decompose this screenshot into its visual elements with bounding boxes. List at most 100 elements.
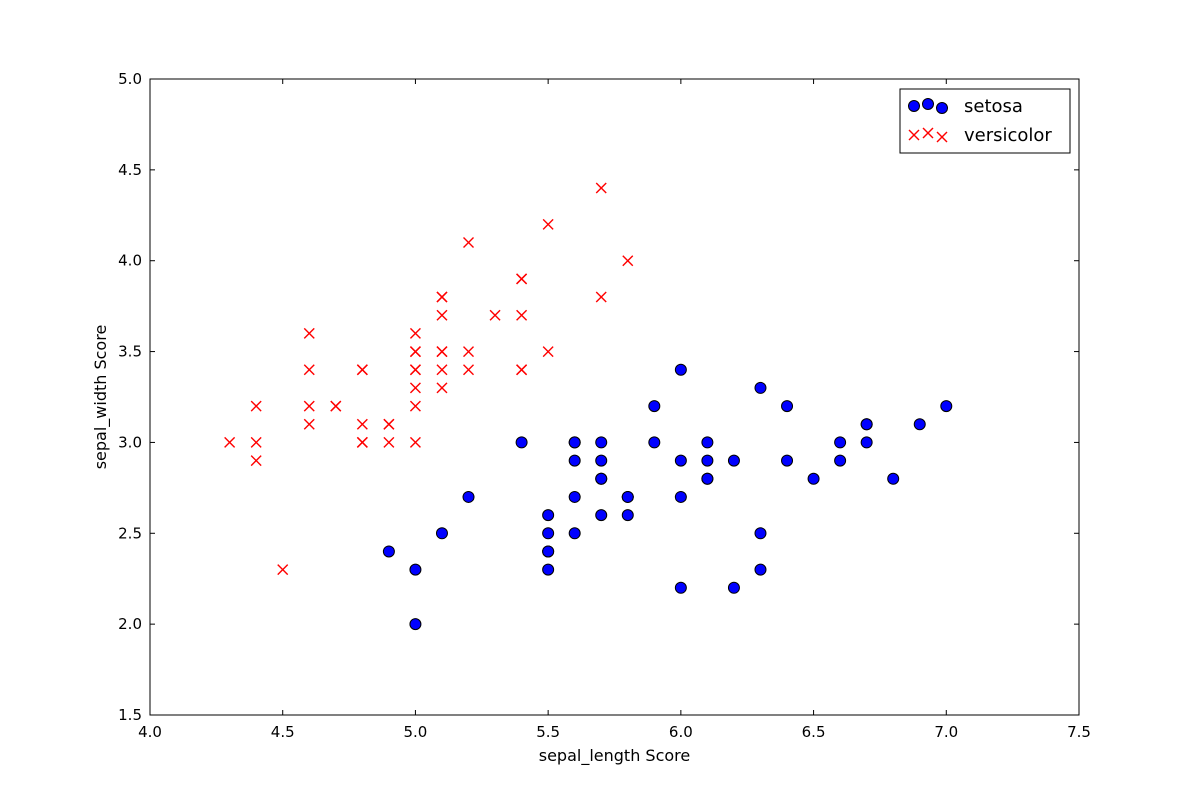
- point-setosa: [621, 509, 634, 522]
- point-setosa: [621, 490, 634, 503]
- y-tick-label: 3.5: [118, 343, 142, 361]
- point-setosa: [382, 545, 395, 558]
- point-setosa: [409, 563, 422, 576]
- x-tick-label: 6.5: [802, 723, 826, 741]
- point-setosa: [542, 509, 555, 522]
- point-versicolor: [250, 455, 262, 467]
- point-versicolor: [436, 364, 448, 376]
- point-versicolor: [356, 436, 368, 448]
- legend-label-setosa: setosa: [964, 96, 1023, 117]
- point-versicolor: [409, 346, 421, 358]
- point-setosa: [648, 436, 661, 449]
- point-setosa: [834, 454, 847, 467]
- point-setosa: [834, 436, 847, 449]
- point-setosa: [595, 454, 608, 467]
- x-tick-label: 4.5: [271, 723, 295, 741]
- point-versicolor: [463, 237, 475, 249]
- point-versicolor: [542, 218, 554, 230]
- point-setosa: [781, 400, 794, 413]
- point-versicolor: [516, 364, 528, 376]
- point-setosa: [701, 454, 714, 467]
- point-versicolor: [303, 364, 315, 376]
- point-versicolor: [383, 418, 395, 430]
- x-tick-label: 5.0: [403, 723, 427, 741]
- point-setosa: [701, 472, 714, 485]
- point-setosa: [701, 436, 714, 449]
- y-tick-label: 4.5: [118, 161, 142, 179]
- point-versicolor: [595, 291, 607, 303]
- point-versicolor: [436, 291, 448, 303]
- point-versicolor: [409, 327, 421, 339]
- point-setosa: [781, 454, 794, 467]
- y-tick-label: 3.0: [118, 433, 142, 451]
- point-versicolor: [330, 400, 342, 412]
- x-tick-label: 6.0: [669, 723, 693, 741]
- point-versicolor: [622, 255, 634, 267]
- y-tick-label: 2.0: [118, 615, 142, 633]
- point-versicolor: [595, 182, 607, 194]
- point-setosa: [887, 472, 900, 485]
- y-axis-ticks: 1.5 2.0 2.5 3.0 3.5 4.0 4.5 5.0: [118, 70, 1079, 724]
- point-versicolor: [436, 346, 448, 358]
- y-tick-label: 2.5: [118, 524, 142, 542]
- x-tick-label: 7.5: [1067, 723, 1091, 741]
- point-versicolor: [356, 418, 368, 430]
- legend-marker-setosa: [922, 98, 934, 110]
- point-setosa: [727, 581, 740, 594]
- point-setosa: [568, 490, 581, 503]
- point-versicolor: [463, 364, 475, 376]
- point-setosa: [727, 454, 740, 467]
- point-versicolor: [224, 436, 236, 448]
- point-versicolor: [409, 436, 421, 448]
- series-versicolor: [224, 182, 634, 576]
- point-versicolor: [277, 564, 289, 576]
- point-setosa: [568, 436, 581, 449]
- x-tick-label: 7.0: [934, 723, 958, 741]
- legend-marker-setosa: [908, 100, 920, 112]
- point-setosa: [568, 454, 581, 467]
- point-setosa: [913, 418, 926, 431]
- point-setosa: [542, 527, 555, 540]
- point-versicolor: [250, 400, 262, 412]
- legend-marker-versicolor: [922, 127, 934, 139]
- point-setosa: [940, 400, 953, 413]
- point-versicolor: [516, 273, 528, 285]
- x-axis-label: sepal_length Score: [539, 746, 690, 766]
- point-versicolor: [303, 327, 315, 339]
- point-versicolor: [409, 364, 421, 376]
- point-versicolor: [542, 346, 554, 358]
- point-setosa: [435, 527, 448, 540]
- point-versicolor: [463, 346, 475, 358]
- point-setosa: [568, 527, 581, 540]
- point-setosa: [754, 381, 767, 394]
- point-setosa: [860, 418, 873, 431]
- point-setosa: [674, 490, 687, 503]
- point-versicolor: [489, 309, 501, 321]
- legend-markers: [908, 98, 948, 143]
- x-tick-label: 5.5: [536, 723, 560, 741]
- legend: setosa versicolor: [899, 88, 1071, 154]
- point-versicolor: [436, 309, 448, 321]
- legend-marker-setosa: [936, 102, 948, 114]
- point-setosa: [807, 472, 820, 485]
- point-setosa: [860, 436, 873, 449]
- legend-marker-versicolor: [908, 129, 920, 141]
- point-versicolor: [409, 382, 421, 394]
- y-tick-label: 1.5: [118, 706, 142, 724]
- y-tick-label: 4.0: [118, 252, 142, 270]
- point-setosa: [595, 509, 608, 522]
- point-setosa: [674, 581, 687, 594]
- y-axis-label: sepal_width Score: [91, 325, 111, 470]
- point-setosa: [542, 545, 555, 558]
- point-versicolor: [516, 309, 528, 321]
- point-versicolor: [409, 400, 421, 412]
- point-versicolor: [250, 436, 262, 448]
- point-setosa: [754, 563, 767, 576]
- point-setosa: [515, 436, 528, 449]
- point-setosa: [409, 618, 422, 631]
- point-versicolor: [436, 382, 448, 394]
- y-tick-label: 5.0: [118, 70, 142, 88]
- point-setosa: [542, 563, 555, 576]
- point-versicolor: [356, 364, 368, 376]
